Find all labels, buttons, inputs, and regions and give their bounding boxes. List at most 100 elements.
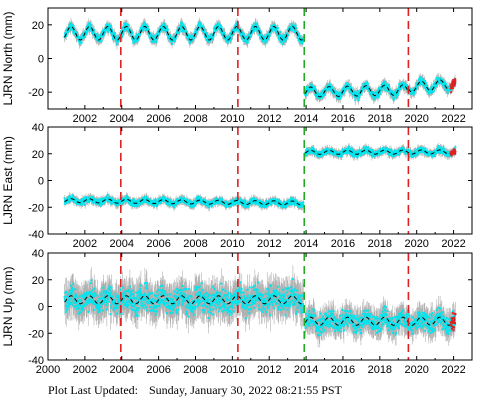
data-point [249,33,252,36]
data-point [422,77,425,80]
data-point [73,30,76,33]
data-point [284,39,287,42]
data-point [414,89,417,92]
data-point [392,98,395,101]
data-point [397,88,400,91]
data-point [359,93,362,96]
data-point [315,92,318,95]
data-point [202,26,205,29]
data-point [283,36,286,39]
data-point [290,22,293,25]
data-point [124,26,127,29]
data-point [166,30,169,33]
data-point [182,24,185,27]
data-point [105,25,108,28]
data-point [92,30,95,33]
data-point [278,38,281,41]
data-point [279,41,282,44]
data-point [131,31,134,34]
data-point [435,83,438,86]
data-point [113,32,116,35]
data-point [199,24,202,27]
data-point [397,92,400,95]
data-point [285,32,288,35]
data-point [281,37,284,40]
data-point [254,24,257,27]
data-point [118,199,121,202]
data-point [115,40,118,43]
data-point [220,30,223,33]
data-point [233,27,236,30]
data-point [144,23,147,26]
data-point [211,36,214,39]
data-point [68,199,71,202]
data-point [112,33,115,36]
data-point [394,91,397,94]
data-point [269,30,272,33]
data-point [103,201,106,204]
data-point [188,34,191,37]
data-point [72,25,75,28]
data-point [137,36,140,39]
data-point [168,38,171,41]
data-point [117,203,120,206]
data-point [279,37,282,40]
data-point [252,24,255,27]
data-point [114,35,117,38]
data-point [125,23,128,26]
data-point [216,25,219,28]
data-point [395,89,398,92]
data-point [91,32,94,35]
data-point [272,28,275,31]
data-point [299,37,302,40]
data-point [108,196,111,199]
data-point [409,88,412,91]
y-tick-label: 0 [38,54,44,66]
data-point [69,195,72,198]
data-point [171,39,174,42]
data-point [412,93,415,96]
data-point [275,30,278,33]
data-point [77,37,80,40]
data-point [171,42,174,45]
data-point [150,40,153,43]
data-point [374,96,377,99]
data-point [256,29,259,32]
data-point [175,34,178,37]
data-point [219,25,222,28]
recent-point [454,78,457,81]
y-tick-label: 20 [32,20,44,32]
data-point [248,36,251,39]
data-point [117,39,120,42]
data-point [85,33,88,36]
data-point [329,89,332,92]
data-point [422,84,425,87]
data-point [327,88,330,91]
data-point [296,31,299,34]
data-point [265,35,268,38]
data-point [290,27,293,30]
data-point [216,27,219,30]
data-point [242,33,245,36]
data-point [134,40,137,43]
data-point [293,30,296,33]
data-point [127,27,130,30]
data-point [397,89,400,92]
data-point [253,29,256,32]
data-point [235,24,238,27]
data-point [135,36,138,39]
data-point [313,85,316,88]
recent-point [449,87,452,90]
data-point [376,96,379,99]
data-point [87,24,90,27]
data-point [155,41,158,44]
data-point [428,92,431,95]
data-point [203,28,206,31]
x-tick-label: 2006 [146,113,170,125]
data-point [254,21,257,24]
data-point [447,90,450,93]
data-point [88,199,91,202]
data-point [402,81,405,84]
data-point [419,83,422,86]
data-point [264,39,267,42]
